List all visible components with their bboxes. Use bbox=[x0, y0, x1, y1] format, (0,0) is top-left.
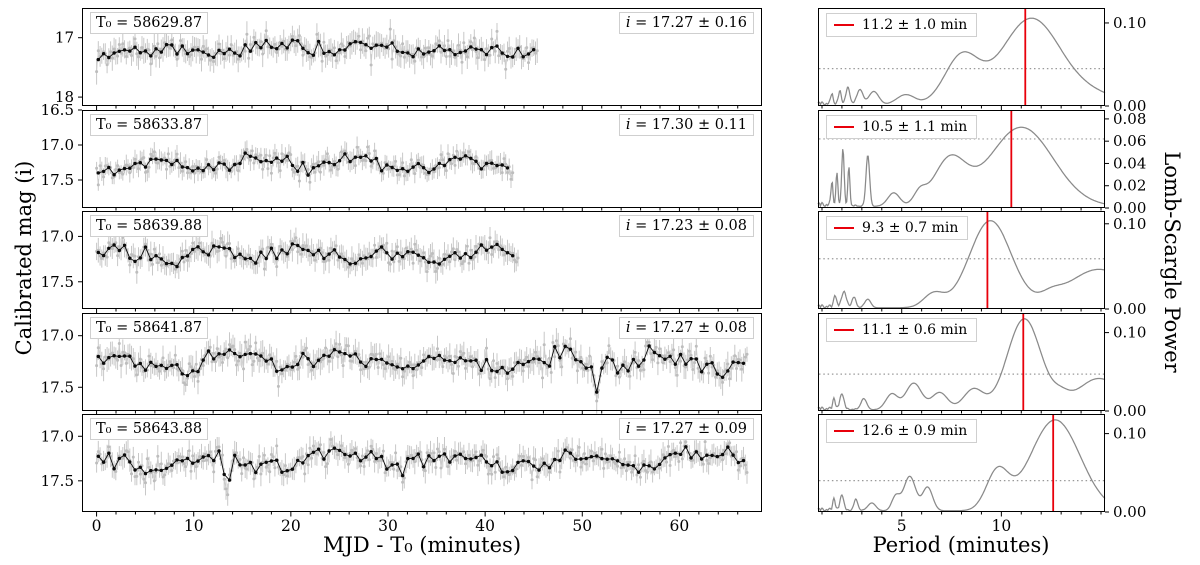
svg-text:0.00: 0.00 bbox=[1113, 402, 1146, 420]
periodogram-panel-4: 0.00 0.10 11.1 ± 0.6 min bbox=[817, 312, 1146, 420]
svg-text:17.5: 17.5 bbox=[41, 273, 74, 291]
mag-value: = 17.30 ± 0.11 bbox=[630, 116, 747, 133]
mag-annotation: i = 17.27 ± 0.08 bbox=[618, 316, 754, 339]
svg-text:0.08: 0.08 bbox=[1113, 109, 1146, 127]
svg-text:16.5: 16.5 bbox=[41, 101, 74, 119]
mag-annotation: i = 17.30 ± 0.11 bbox=[618, 113, 754, 136]
svg-text:0.10: 0.10 bbox=[1113, 215, 1146, 233]
t0-annotation: T₀ = 58641.87 bbox=[90, 316, 209, 339]
x-axis-label-right: Period (minutes) bbox=[872, 533, 1050, 557]
svg-text:0.00: 0.00 bbox=[1113, 199, 1146, 217]
svg-text:0.04: 0.04 bbox=[1113, 154, 1146, 172]
periodogram-panel-2: 0.00 0.02 0.04 0.06 0.08 10.5 ± 1.1 min bbox=[817, 109, 1146, 217]
mag-annotation: i = 17.27 ± 0.16 bbox=[618, 12, 754, 34]
mag-annotation: i = 17.27 ± 0.09 bbox=[618, 418, 754, 440]
svg-text:0.00: 0.00 bbox=[1113, 503, 1146, 521]
svg-text:0.00: 0.00 bbox=[1113, 97, 1146, 115]
svg-text:0.00: 0.00 bbox=[1113, 300, 1146, 318]
period-label: 11.1 ± 0.6 min bbox=[862, 321, 968, 338]
svg-text:17.0: 17.0 bbox=[41, 136, 74, 154]
periodogram-panel-5: 0.00 0.10 5 10 12.6 ± 0.9 min bbox=[817, 414, 1146, 535]
t0-annotation: T₀ = 58633.87 bbox=[90, 113, 209, 136]
svg-text:18: 18 bbox=[55, 88, 74, 106]
mag-variable: i bbox=[625, 15, 631, 31]
t0-annotation: T₀ = 58639.88 bbox=[90, 215, 209, 237]
mag-value: = 17.27 ± 0.08 bbox=[630, 319, 747, 336]
svg-text:17.5: 17.5 bbox=[41, 378, 74, 396]
mag-annotation: i = 17.23 ± 0.08 bbox=[618, 215, 754, 237]
mag-variable: i bbox=[625, 319, 631, 336]
svg-text:17: 17 bbox=[55, 29, 74, 47]
svg-text:20: 20 bbox=[281, 517, 301, 535]
period-label: 12.6 ± 0.9 min bbox=[862, 423, 968, 439]
red-line-icon bbox=[834, 125, 854, 128]
svg-text:17.5: 17.5 bbox=[41, 171, 74, 189]
mag-variable: i bbox=[625, 116, 631, 133]
svg-text:17.0: 17.0 bbox=[41, 427, 74, 445]
lightcurve-panel-2: 16.5 17.0 17.5 T₀ = 58633.87 i = 17.30 ± 0… bbox=[41, 101, 762, 212]
lightcurve-panel-4: 17.0 17.5 T₀ = 58641.87 i = 17.27 ± 0.08 bbox=[41, 312, 762, 415]
x-axis-label-left: MJD - T₀ (minutes) bbox=[322, 533, 522, 557]
periodogram-panel-3: 0.00 0.10 9.3 ± 0.7 min bbox=[817, 211, 1146, 318]
svg-text:0.10: 0.10 bbox=[1113, 14, 1146, 32]
y-axis-label-left: Calibrated mag (i) bbox=[12, 160, 36, 356]
period-legend: 10.5 ± 1.1 min bbox=[826, 114, 978, 139]
mag-variable: i bbox=[625, 421, 631, 437]
svg-text:5: 5 bbox=[897, 517, 907, 535]
svg-text:50: 50 bbox=[572, 517, 592, 535]
lightcurve-panel-5: 17.0 17.5 0 10 20 30 40 50 60 T₀ = 58643.88 i = … bbox=[41, 414, 762, 535]
svg-text:17.5: 17.5 bbox=[41, 472, 74, 490]
svg-text:10: 10 bbox=[184, 517, 204, 535]
periodogram-panel-1: 0.00 0.10 11.2 ± 1.0 min bbox=[817, 8, 1146, 115]
red-line-icon bbox=[834, 24, 854, 26]
mag-variable: i bbox=[625, 218, 631, 234]
svg-text:0.06: 0.06 bbox=[1113, 132, 1146, 150]
y-axis-label-right: Lomb-Scargle Power bbox=[1160, 151, 1184, 373]
lightcurve-panel-3: 17.0 17.5 T₀ = 58639.88 i = 17.23 ± 0.08 bbox=[41, 211, 762, 314]
period-label: 11.2 ± 1.0 min bbox=[862, 17, 968, 33]
red-line-icon bbox=[834, 430, 854, 432]
t0-annotation: T₀ = 58629.87 bbox=[90, 12, 209, 34]
svg-text:17.0: 17.0 bbox=[41, 326, 74, 344]
svg-text:17.0: 17.0 bbox=[41, 227, 74, 245]
svg-text:10: 10 bbox=[991, 517, 1011, 535]
period-legend: 11.1 ± 0.6 min bbox=[826, 317, 978, 342]
svg-text:40: 40 bbox=[475, 517, 495, 535]
red-line-icon bbox=[834, 227, 854, 229]
svg-text:0.10: 0.10 bbox=[1113, 323, 1146, 341]
t0-annotation: T₀ = 58643.88 bbox=[90, 418, 209, 440]
period-legend: 12.6 ± 0.9 min bbox=[826, 419, 978, 443]
period-label: 10.5 ± 1.1 min bbox=[862, 118, 968, 135]
period-label: 9.3 ± 0.7 min bbox=[862, 220, 959, 236]
mag-value: = 17.27 ± 0.16 bbox=[630, 15, 747, 31]
period-legend: 9.3 ± 0.7 min bbox=[826, 216, 969, 240]
svg-text:0.02: 0.02 bbox=[1113, 176, 1146, 194]
mag-value: = 17.27 ± 0.09 bbox=[630, 421, 747, 437]
lightcurve-panel-1: 17 18 T₀ = 58629.87 i = 17.27 ± 0.16 bbox=[55, 8, 762, 111]
svg-text:30: 30 bbox=[378, 517, 398, 535]
red-line-icon bbox=[834, 328, 854, 331]
svg-text:0.10: 0.10 bbox=[1113, 425, 1146, 443]
svg-text:60: 60 bbox=[670, 517, 690, 535]
period-legend: 11.2 ± 1.0 min bbox=[826, 13, 978, 37]
svg-text:0: 0 bbox=[92, 517, 102, 535]
mag-value: = 17.23 ± 0.08 bbox=[630, 218, 747, 234]
